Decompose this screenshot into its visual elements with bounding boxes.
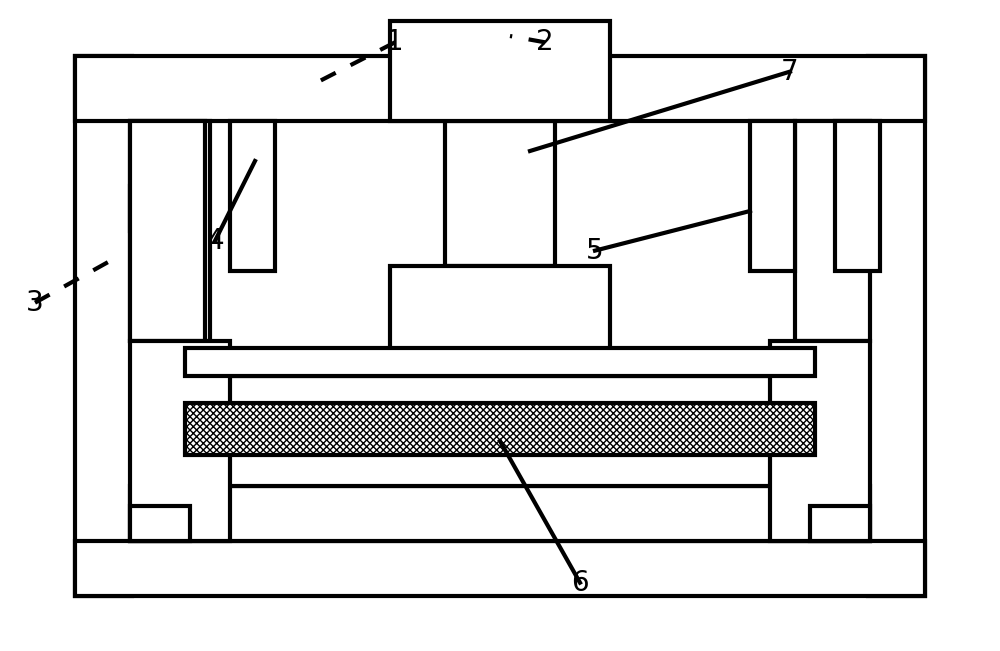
Bar [810,506,870,541]
Bar [185,348,815,376]
Bar [750,121,795,271]
Bar [75,541,925,596]
Bar [185,348,815,376]
Bar [390,21,610,121]
Bar [835,121,880,271]
Bar [185,376,815,404]
Bar [130,121,205,341]
Bar [185,403,815,455]
Bar [75,56,925,121]
Bar [445,121,555,266]
Bar [75,56,132,596]
Bar [130,186,195,231]
Text: 2: 2 [536,28,554,57]
Bar [130,341,230,541]
Text: 7: 7 [781,57,799,86]
Bar [130,486,870,541]
Bar [185,454,815,486]
Bar [390,266,610,351]
Text: 3: 3 [26,288,44,317]
Text: 6: 6 [571,568,589,597]
Bar [130,506,190,541]
Text: 1: 1 [386,28,404,57]
Bar [770,341,870,541]
Bar [130,121,205,341]
Text: 4: 4 [206,227,224,255]
Bar [868,56,925,596]
Text: 5: 5 [586,236,604,265]
Bar [130,121,210,341]
Bar [795,121,870,341]
Bar [230,121,275,271]
